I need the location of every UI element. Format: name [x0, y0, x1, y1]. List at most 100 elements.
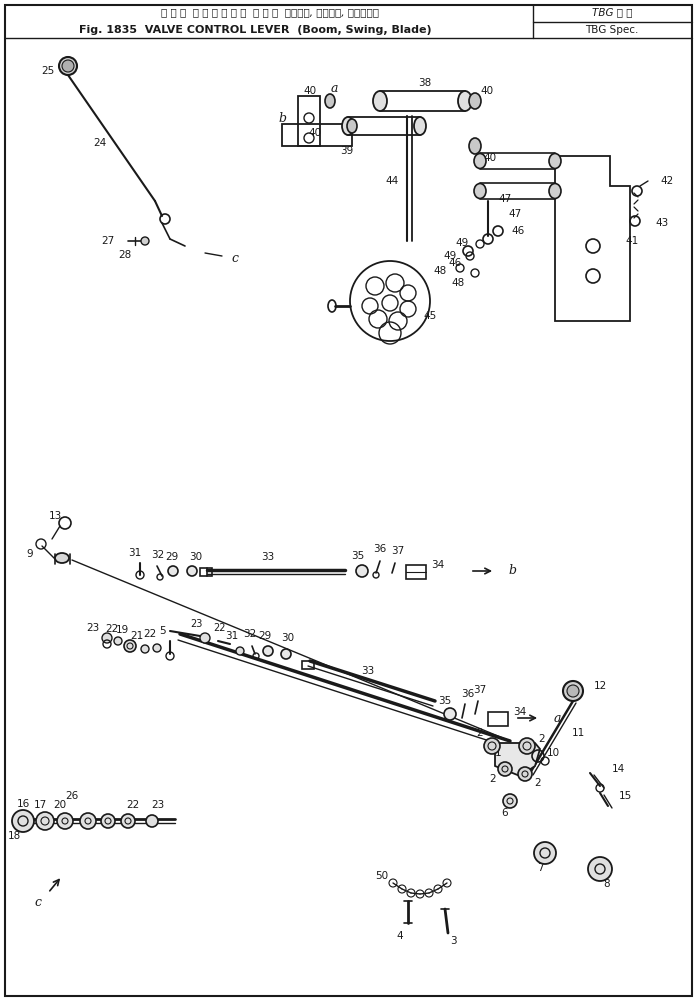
Ellipse shape [458, 91, 472, 111]
Text: 35: 35 [351, 551, 365, 561]
Circle shape [141, 237, 149, 245]
Circle shape [168, 566, 178, 576]
Text: 8: 8 [604, 879, 611, 889]
Text: 40: 40 [480, 86, 493, 96]
Text: 36: 36 [461, 689, 475, 699]
Text: 24: 24 [93, 138, 107, 148]
Text: 41: 41 [625, 236, 638, 246]
Circle shape [356, 565, 368, 577]
Bar [488, 712, 508, 726]
Text: 36: 36 [374, 544, 387, 554]
Text: 27: 27 [101, 236, 114, 246]
Circle shape [567, 685, 579, 697]
Text: 22: 22 [105, 624, 118, 634]
Text: 19: 19 [116, 625, 129, 635]
Text: 29: 29 [259, 631, 272, 641]
Circle shape [80, 813, 96, 829]
Text: 49: 49 [443, 251, 457, 261]
Bar [302, 661, 314, 669]
Circle shape [102, 633, 112, 643]
Text: 33: 33 [361, 666, 374, 676]
Text: a: a [553, 712, 561, 725]
Text: 40: 40 [484, 153, 496, 163]
Text: 39: 39 [340, 146, 353, 156]
Text: 12: 12 [593, 681, 606, 691]
Text: 40: 40 [303, 86, 316, 96]
Text: 33: 33 [261, 552, 275, 562]
Circle shape [563, 681, 583, 701]
Text: 47: 47 [498, 194, 512, 204]
Ellipse shape [342, 117, 354, 135]
Circle shape [62, 60, 74, 72]
Text: 25: 25 [41, 66, 54, 76]
Ellipse shape [474, 183, 486, 198]
Text: 49: 49 [455, 238, 468, 248]
Text: 30: 30 [190, 552, 203, 562]
Circle shape [121, 814, 135, 828]
Text: 46: 46 [512, 226, 525, 236]
Circle shape [498, 762, 512, 776]
Text: 42: 42 [660, 176, 673, 186]
Circle shape [59, 57, 77, 75]
Text: Fig. 1835  VALVE CONTROL LEVER  (Boom, Swing, Blade): Fig. 1835 VALVE CONTROL LEVER (Boom, Swi… [79, 25, 431, 35]
Circle shape [200, 633, 210, 643]
Text: 34: 34 [514, 707, 527, 717]
Circle shape [263, 646, 273, 656]
Ellipse shape [549, 183, 561, 198]
Text: 2: 2 [477, 728, 483, 738]
Ellipse shape [469, 93, 481, 109]
Text: 37: 37 [473, 685, 487, 695]
Ellipse shape [414, 117, 426, 135]
Text: バ ル ブ  コ ン ト ロ ー ル  レ バ ー  （ブーム, スイング, ブレード）: バ ル ブ コ ン ト ロ ー ル レ バ ー （ブーム, スイング, ブレード… [161, 7, 379, 17]
Ellipse shape [325, 94, 335, 108]
Text: 28: 28 [118, 250, 132, 260]
Text: 6: 6 [502, 808, 508, 818]
Ellipse shape [347, 119, 357, 133]
Bar [406, 565, 426, 579]
Ellipse shape [373, 91, 387, 111]
Text: TBG Spec.: TBG Spec. [585, 25, 638, 35]
Text: 22: 22 [126, 800, 139, 810]
Text: 38: 38 [418, 78, 431, 88]
Text: 22: 22 [214, 623, 227, 633]
Text: 47: 47 [508, 209, 521, 219]
Text: 9: 9 [26, 549, 33, 559]
Circle shape [124, 640, 136, 652]
Text: 22: 22 [144, 629, 157, 639]
Text: 18: 18 [8, 831, 21, 841]
Text: 48: 48 [434, 266, 447, 276]
Text: 30: 30 [282, 633, 295, 643]
Text: 45: 45 [423, 311, 436, 321]
Text: 35: 35 [438, 696, 452, 706]
Text: 23: 23 [151, 800, 164, 810]
Text: 2: 2 [539, 734, 545, 744]
Text: 15: 15 [618, 791, 631, 801]
Ellipse shape [469, 138, 481, 154]
Text: 50: 50 [376, 871, 388, 881]
Text: 40: 40 [309, 128, 321, 138]
Text: 17: 17 [33, 800, 47, 810]
Text: c: c [231, 251, 238, 264]
Text: 21: 21 [130, 631, 144, 641]
Text: 13: 13 [48, 511, 61, 521]
Text: 31: 31 [128, 548, 141, 558]
Text: 23: 23 [86, 623, 100, 633]
Text: 37: 37 [392, 546, 405, 556]
Circle shape [484, 738, 500, 754]
Text: 20: 20 [54, 800, 66, 810]
Text: 32: 32 [243, 629, 256, 639]
Circle shape [141, 645, 149, 653]
Text: 48: 48 [452, 278, 465, 288]
Ellipse shape [474, 153, 486, 168]
Text: b: b [508, 565, 516, 578]
Text: 10: 10 [546, 748, 560, 758]
Text: 32: 32 [151, 550, 164, 560]
Circle shape [114, 637, 122, 645]
Circle shape [146, 815, 158, 827]
Circle shape [503, 794, 517, 808]
Text: 11: 11 [572, 728, 585, 738]
Circle shape [57, 813, 73, 829]
Text: 3: 3 [450, 936, 457, 946]
Polygon shape [495, 743, 540, 776]
Circle shape [12, 810, 34, 832]
